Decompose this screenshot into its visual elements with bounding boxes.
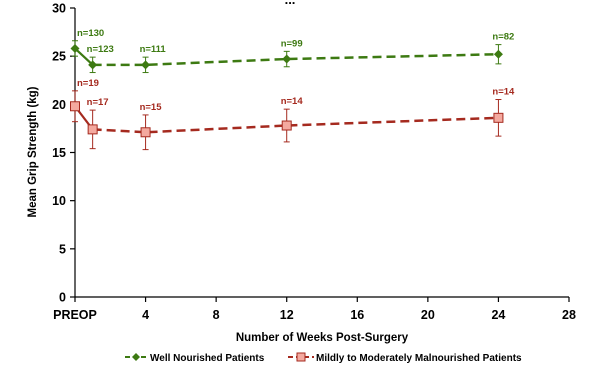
data-point-square	[87, 124, 98, 135]
data-label: n=82	[492, 32, 514, 43]
legend: Well Nourished Patients Mildly to Modera…	[125, 352, 522, 364]
data-point-square	[140, 127, 151, 138]
y-tick-label: 5	[59, 242, 66, 256]
y-tick-label: 15	[52, 146, 66, 160]
series-line	[92, 116, 499, 134]
x-tick-label: 8	[213, 308, 220, 322]
x-tick-label: PREOP	[53, 308, 97, 322]
data-point-square	[70, 101, 80, 112]
plot-area: 0 5 10 15 20 25 30 PREOP 4 8 12 16 20 24 28 n=130 n=12…	[52, 2, 576, 323]
data-point-square	[493, 112, 504, 123]
data-label: n=130	[77, 28, 104, 39]
y-tick-label: 0	[59, 291, 66, 305]
data-point-square	[281, 120, 292, 131]
y-axis-ticks: 0 5 10 15 20 25 30	[52, 2, 75, 305]
legend-marker-square-icon	[296, 352, 306, 362]
y-tick-label: 30	[52, 2, 66, 16]
data-label: n=111	[140, 44, 167, 55]
y-axis-title: Mean Grip Strength (kg)	[27, 86, 39, 217]
x-tick-label: 24	[491, 308, 505, 322]
data-label: n=123	[87, 44, 114, 55]
x-tick-label: 4	[142, 308, 149, 322]
legend-item-well-nourished: Well Nourished Patients	[125, 353, 265, 364]
data-point-diamond	[88, 60, 98, 70]
x-tick-label: 16	[350, 308, 364, 322]
y-tick-label: 20	[52, 98, 66, 112]
legend-marker-diamond-icon	[132, 353, 140, 361]
legend-label-well-nourished: Well Nourished Patients	[150, 353, 265, 364]
legend-item-malnourished: Mildly to Moderately Malnourished Patien…	[288, 352, 522, 364]
data-point-diamond	[493, 49, 503, 59]
x-axis-ticks: PREOP 4 8 12 16 20 24 28	[53, 297, 576, 322]
data-label: n=14	[492, 87, 515, 98]
data-point-diamond	[141, 60, 151, 70]
y-tick-label: 10	[52, 194, 66, 208]
data-label: n=15	[140, 102, 163, 113]
data-label: n=99	[281, 38, 303, 49]
data-label: n=19	[77, 78, 99, 89]
data-point-diamond	[70, 43, 80, 53]
series-segment	[74, 47, 94, 66]
y-tick-label: 25	[52, 50, 66, 64]
x-tick-label: 20	[421, 308, 435, 322]
series-line	[92, 52, 499, 67]
x-axis-title: Number of Weeks Post-Surgery	[236, 332, 409, 344]
legend-label-malnourished: Mildly to Moderately Malnourished Patien…	[316, 353, 522, 364]
series-well-nourished: n=130 n=123 n=111 n=99 n=82	[70, 28, 514, 74]
x-tick-label: 12	[280, 308, 294, 322]
series-malnourished: n=19 n=17 n=15 n=14 n=14	[70, 78, 515, 151]
data-label: n=17	[87, 97, 109, 108]
data-point-diamond	[282, 54, 292, 64]
data-label: n=14	[281, 96, 304, 107]
chart-title: ...	[285, 0, 296, 7]
x-tick-label: 28	[562, 308, 576, 322]
